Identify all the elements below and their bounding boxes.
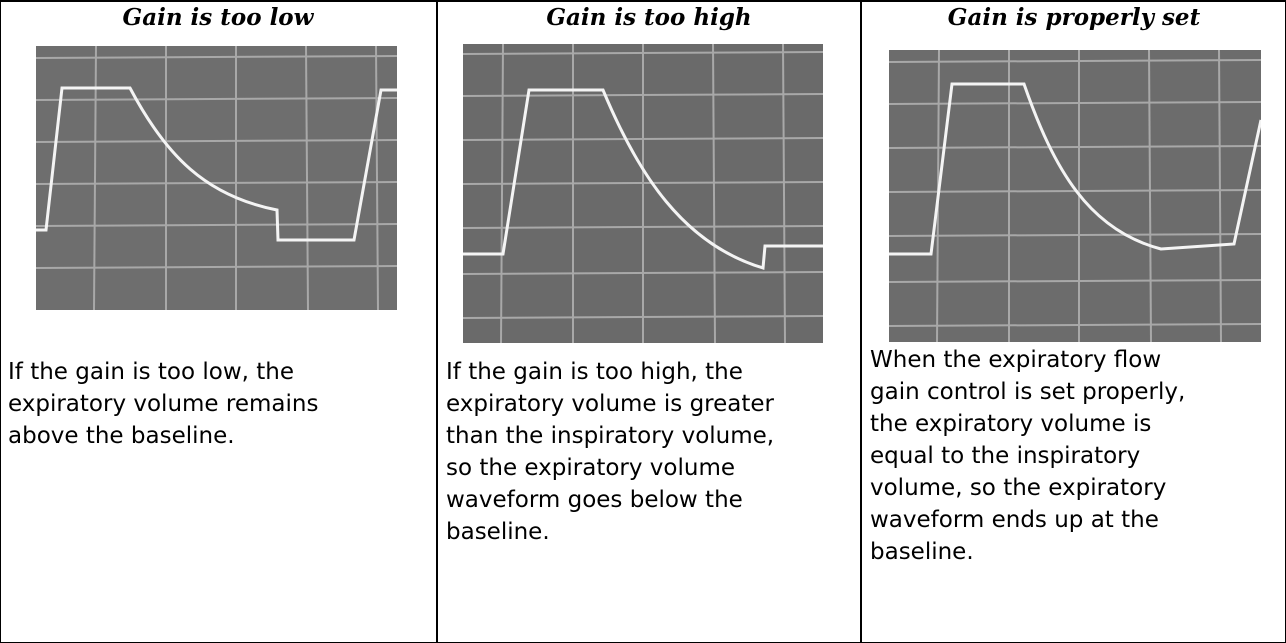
text-line: so the expiratory volume [446,452,774,484]
text-line: If the gain is too low, the [8,356,318,388]
text-line: the expiratory volume is [870,408,1185,440]
text-line: baseline. [446,516,774,548]
oscilloscope-image [36,46,397,310]
text-line: equal to the inspiratory [870,440,1185,472]
text-line: When the expiratory flow [870,344,1185,376]
panel-title: Gain is properly set [862,4,1286,31]
text-line: expiratory volume remains [8,388,318,420]
panel: Gain is too high If the gain is too high… [438,0,860,642]
text-line: baseline. [870,536,1185,568]
panel: Gain is too low If the gain is too low, … [0,0,436,642]
text-line: waveform ends up at the [870,504,1185,536]
text-line: above the baseline. [8,420,318,452]
panel-title: Gain is too high [438,4,860,31]
oscilloscope-image [463,44,823,343]
text-line: volume, so the expiratory [870,472,1185,504]
text-line: If the gain is too high, the [446,356,774,388]
panel-title: Gain is too low [0,4,436,31]
text-line: than the inspiratory volume, [446,420,774,452]
text-line: gain control is set properly, [870,376,1185,408]
panel: Gain is properly set When the expiratory… [862,0,1286,642]
text-line: expiratory volume is greater [446,388,774,420]
oscilloscope-image [889,50,1261,342]
text-line: waveform goes below the [446,484,774,516]
page: {"panels": [ {"title": "Gain is too low"… [0,0,1286,642]
